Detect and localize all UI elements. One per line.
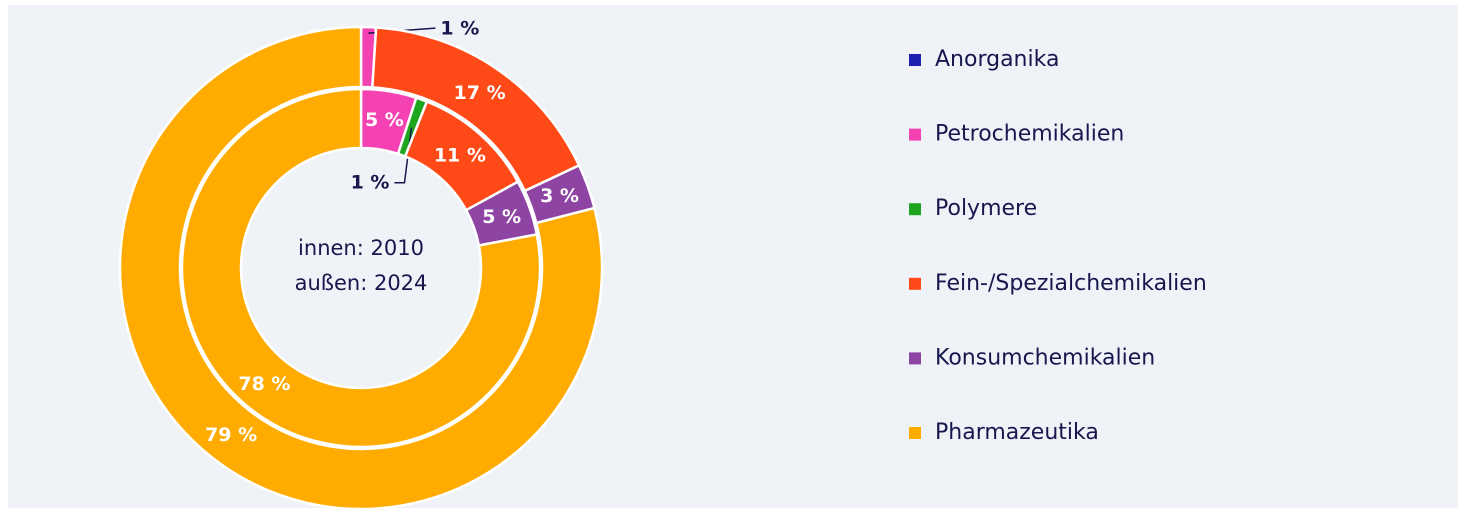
legend-label: Polymere — [935, 196, 1037, 221]
data-label: 17 % — [454, 82, 506, 104]
donut-slice — [180, 87, 542, 449]
legend-marker — [909, 352, 921, 365]
data-label: 79 % — [205, 424, 257, 446]
legend-label: Anorganika — [935, 47, 1059, 72]
data-label: 1 % — [440, 18, 479, 40]
center-text: außen: 2024 — [295, 271, 428, 295]
data-label: 5 % — [365, 109, 404, 131]
legend-label: Petrochemikalien — [935, 122, 1124, 147]
center-text: innen: 2010 — [298, 236, 424, 260]
legend-label: Pharmazeutika — [935, 420, 1099, 445]
donut-slice — [118, 25, 604, 511]
legend-label: Fein-/Spezialchemikalien — [935, 271, 1207, 296]
legend-marker — [909, 277, 921, 290]
data-label: 1 % — [351, 171, 390, 193]
data-label: 3 % — [540, 185, 579, 207]
legend-label: Konsumchemikalien — [935, 345, 1155, 370]
data-label: 11 % — [434, 144, 486, 166]
data-label: 78 % — [238, 373, 290, 395]
legend-marker — [909, 427, 921, 439]
data-label: 5 % — [482, 206, 521, 228]
legend-marker — [909, 54, 921, 66]
legend-marker — [909, 203, 921, 216]
legend-marker — [909, 128, 921, 141]
